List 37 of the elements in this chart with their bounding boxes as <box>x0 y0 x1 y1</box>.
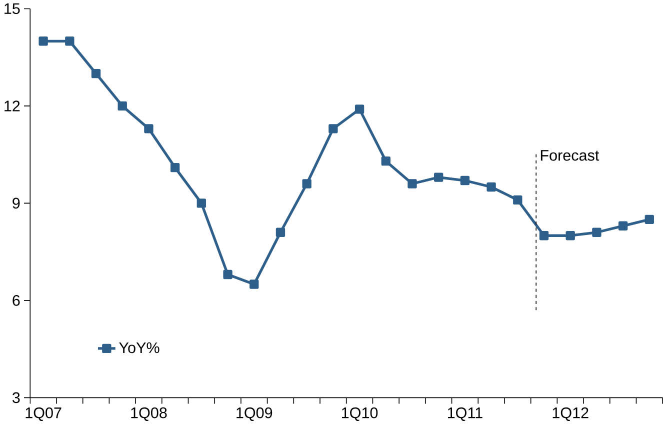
point <box>539 230 549 240</box>
point <box>65 36 74 46</box>
annotation: Forecast <box>540 150 600 161</box>
x-tick-label: 1Q12 <box>552 407 588 421</box>
point <box>486 182 496 192</box>
legend-label: YoY% <box>119 342 160 353</box>
point <box>144 124 154 134</box>
point <box>644 214 654 224</box>
point <box>223 270 232 279</box>
y-tick-label: 12 <box>4 100 20 112</box>
y-tick-label: 6 <box>12 294 20 306</box>
point <box>566 230 575 240</box>
point <box>408 179 417 188</box>
y-tick-label: 15 <box>4 3 20 14</box>
point <box>592 228 602 237</box>
point <box>302 179 312 188</box>
point <box>328 124 338 134</box>
y-tick-label: 9 <box>12 198 20 208</box>
point <box>118 101 127 110</box>
x-tick-label: 1Q07 <box>26 407 62 421</box>
y-tick-label: 3 <box>12 392 20 403</box>
point <box>381 156 390 166</box>
point <box>250 279 259 289</box>
point <box>434 172 444 182</box>
x-tick-label: 1Q09 <box>236 407 272 421</box>
point <box>460 176 470 185</box>
x-tick-label: 1Q08 <box>131 407 167 421</box>
point <box>354 104 364 114</box>
x-tick-label: 1Q10 <box>342 407 378 421</box>
x-tick-label: 1Q11 <box>448 407 482 421</box>
point <box>513 195 522 204</box>
point <box>276 228 286 237</box>
point <box>91 68 101 78</box>
point <box>618 221 628 230</box>
point <box>196 198 206 208</box>
point <box>38 36 48 46</box>
point <box>170 162 180 172</box>
